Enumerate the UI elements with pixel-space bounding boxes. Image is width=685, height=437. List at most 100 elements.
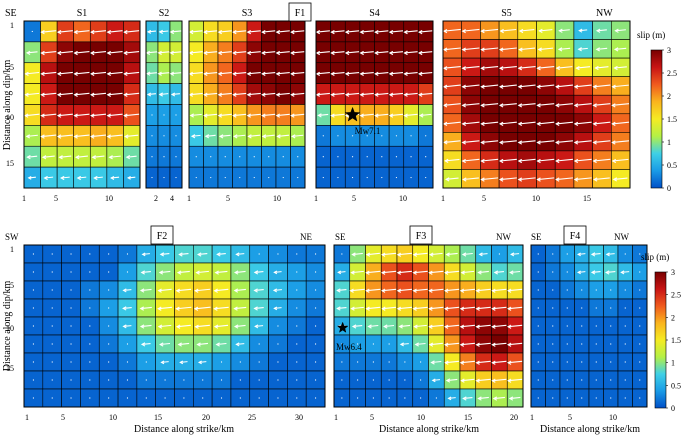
- f1-s3-arrow-r5-c4: [232, 113, 247, 118]
- f4-arrow-dot-r2-c8: [639, 271, 641, 273]
- f2-arrow-dot-r2-c1: [32, 271, 35, 273]
- f1-s5-arrow-r6-c2: [461, 121, 480, 127]
- f2-arrow-dot-r6-c2: [51, 343, 53, 345]
- f1-s2-arrow-r3-c1: [145, 71, 157, 76]
- f1-s1-arrow-r8-c6: [110, 175, 120, 180]
- f3-arrow-r1-c3: [365, 252, 380, 257]
- f2-arrow-dot-r2-c2: [51, 271, 53, 273]
- f1-s1-arrow-r3-c4: [73, 71, 90, 77]
- f4-arrow-dot-r4-c6: [610, 307, 612, 309]
- f1-s2-arrow-r1-c2: [158, 29, 169, 34]
- f1-s3-arrow-r2-c2: [203, 50, 218, 56]
- f2-arrow-dot-r6-c4: [89, 343, 91, 345]
- f1-s5-title: S5: [501, 8, 512, 19]
- f1-s5-arrow-r9-c4: [498, 177, 517, 182]
- f1-s4-arrow-r2-c8: [417, 50, 433, 56]
- f2-arrow-dot-r3-c15: [296, 289, 298, 291]
- f1-se-label: SE: [5, 8, 17, 19]
- f2-arrow-r4-c7: [139, 306, 152, 311]
- f1-s5-arrow-r3-c7: [555, 66, 573, 71]
- f2-arrow-r5-c10: [194, 324, 210, 329]
- f4-colorbar-tick-label: 2: [671, 313, 675, 322]
- f2-arrow-r4-c13: [253, 306, 264, 311]
- f1-s1-arrow-r7-c3: [58, 155, 72, 160]
- f4-colorbar-tick-label: 2.5: [671, 291, 681, 300]
- f2-arrow-r6-c10: [196, 342, 208, 347]
- f2-arrow-r2-c14: [273, 270, 282, 275]
- f3-arrow-dot-r9-c7: [435, 397, 437, 399]
- f4-arrow-dot-r9-c1: [537, 397, 539, 399]
- f1-s1-frame: [23, 20, 141, 189]
- f1-s3-arrow-dot-r8-c7: [282, 176, 284, 179]
- f2-arrow-dot-r3-c16: [314, 289, 317, 291]
- f1-s5-arrow-r6-c9: [592, 121, 611, 127]
- f1-s1-arrow-r5-c3: [56, 113, 73, 118]
- f1-s5-arrow-r9-c1: [445, 177, 459, 182]
- f3-xtick: 10: [417, 413, 425, 422]
- f3-arrow-r3-c1: [336, 288, 347, 293]
- f1-s4-arrow-r1-c3: [344, 29, 360, 35]
- f1-s1-arrow-r1-c4: [73, 30, 90, 35]
- f3-arrow-r1-c6: [412, 252, 428, 257]
- f3-arrow-dot-r7-c6: [420, 361, 422, 363]
- f2-arrow-r1-c7: [141, 252, 150, 257]
- f1-s2-arrow-r4-c1: [146, 92, 156, 97]
- f2-title: F2: [157, 231, 168, 242]
- f2-arrow-dot-r8-c11: [220, 379, 223, 381]
- f1-s5-arrow-r3-c1: [442, 66, 461, 71]
- f2-arrow-r3-c6: [122, 288, 132, 293]
- f1-s5-arrow-r2-c1: [442, 47, 461, 52]
- f2-arrow-dot-r4-c2: [51, 307, 53, 309]
- f1-s1-xtick: 5: [54, 194, 58, 203]
- f2-arrow-dot-r7-c16: [314, 361, 317, 363]
- f1-s4-arrow-dot-r8-c2: [337, 176, 339, 179]
- f2-arrow-dot-r2-c6: [126, 271, 129, 273]
- f1-s3-arrow-dot-r7-c2: [210, 156, 212, 158]
- f4-arrow-dot-r1-c2: [552, 253, 554, 255]
- f3-arrow-r4-c2: [350, 306, 364, 311]
- f4-nw-label: NW: [614, 232, 629, 242]
- f3-arrow-r8-c8: [445, 378, 458, 383]
- f1-s2-arrow-dot-r8-c3: [175, 176, 177, 179]
- f1-s2-arrow-dot-r8-c1: [151, 176, 153, 179]
- f1-s3-arrow-r5-c5: [246, 113, 261, 118]
- f2-arrow-r6-c12: [235, 342, 245, 347]
- f1-s1-arrow-r3-c5: [90, 71, 107, 77]
- f4-arrow-dot-r1-c1: [537, 253, 539, 255]
- f4-arrow-dot-r1-c3: [566, 253, 568, 255]
- f1-s3-xtick: 1: [187, 194, 191, 203]
- f1-s3-arrow-r4-c8: [290, 92, 305, 97]
- f1-s3-arrow-r6-c3: [218, 134, 231, 139]
- f1-s4-arrow-dot-r7-c8: [425, 156, 427, 158]
- f1-s5-arrow-r5-c5: [517, 103, 536, 108]
- f2-xtick: 1: [25, 413, 29, 422]
- f3-arrow-r6-c7: [428, 342, 443, 347]
- f4-arrow-dot-r6-c7: [624, 343, 626, 345]
- f1-s5-arrow-r8-c8: [573, 158, 592, 164]
- f1-s3-arrow-r3-c1: [188, 71, 203, 76]
- f1-s1-arrow-r1-c7: [123, 30, 140, 35]
- f3-arrow-r5-c11: [491, 324, 507, 329]
- f4-arrow-dot-r8-c2: [552, 379, 554, 381]
- f1-s1-arrow-r2-c7: [123, 50, 140, 56]
- f2-arrow-r3-c9: [175, 288, 192, 293]
- f2-arrow-dot-r5-c5: [108, 325, 110, 327]
- f1-s5-arrow-r2-c2: [461, 47, 480, 52]
- f1-s4-arrow-r5-c8: [418, 113, 432, 118]
- f1-s5-arrow-r7-c6: [536, 140, 555, 145]
- f1-s5-arrow-r8-c7: [555, 158, 573, 164]
- f1-s1-arrow-r7-c5: [91, 155, 105, 160]
- f1-s5-arrow-r8-c4: [498, 158, 517, 164]
- f4-arrow-dot-r1-c8: [639, 253, 641, 255]
- f3-arrow-r4-c5: [396, 306, 412, 311]
- f1-s5-arrow-r8-c5: [517, 158, 536, 164]
- f1-s5-arrow-r7-c10: [611, 140, 630, 145]
- f1-ylabel: Distance along dip/km: [2, 60, 13, 151]
- f4-arrow-dot-r1-c7: [624, 253, 626, 255]
- f2-arrow-dot-r7-c14: [277, 361, 279, 363]
- f3-arrow-dot-r7-c1: [341, 361, 343, 363]
- f1-s4-arrow-r3-c3: [344, 71, 360, 76]
- f1-title-box: [288, 2, 312, 22]
- f1-colorbar-tick-label: 1: [667, 138, 671, 147]
- f2-arrow-r7-c8: [160, 360, 169, 365]
